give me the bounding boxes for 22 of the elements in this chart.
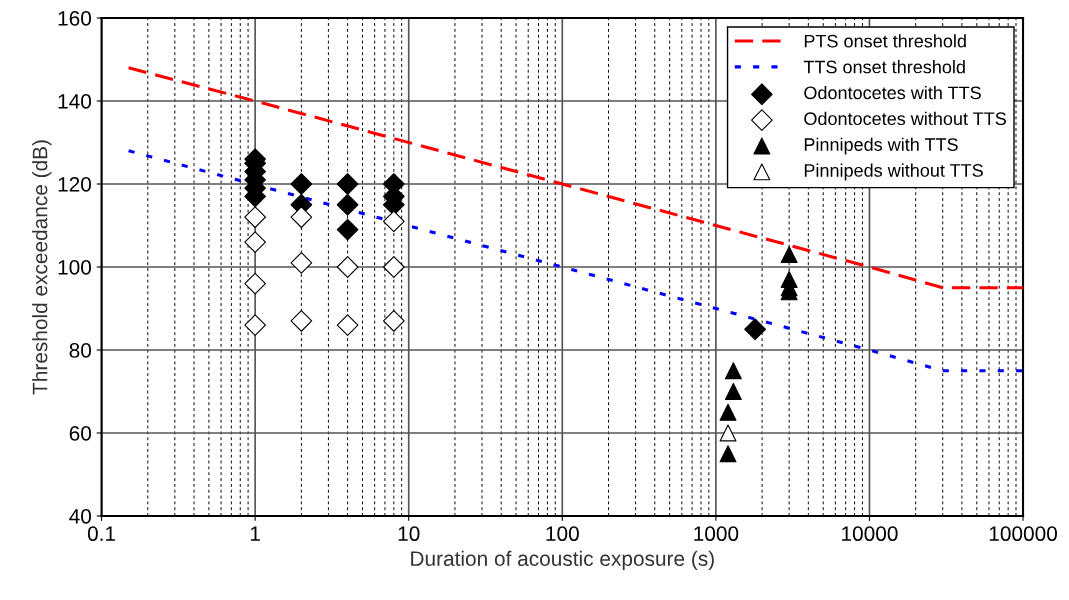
y-tick-label: 160 (58, 11, 92, 26)
x-tick-label: 1 (250, 526, 260, 541)
y-tick-label: 80 (69, 343, 92, 358)
legend-label: PTS onset threshold (804, 34, 966, 48)
y-tick-label: 120 (58, 177, 92, 192)
x-tick-label: 0.1 (87, 526, 116, 542)
x-tick-label: 100 (546, 526, 579, 542)
y-axis-title: Threshold exceedance (dB) (32, 140, 52, 395)
y-tick-label: 40 (69, 509, 92, 524)
x-tick-label: 10 (398, 526, 420, 542)
y-tick-label: 140 (58, 94, 92, 109)
legend-label: Pinnipeds with TTS (804, 137, 958, 155)
x-tick-label: 1000 (694, 526, 739, 542)
x-tick-label: 10000 (842, 526, 898, 542)
legend-label: Odontocetes with TTS (804, 85, 981, 100)
legend-label: TTS onset threshold (803, 60, 965, 74)
y-tick-label: 100 (58, 260, 92, 275)
legend-label: Odontocetes without TTS (804, 111, 1006, 126)
legend-label: Pinnipeds without TTS (804, 163, 983, 181)
x-tick-label: 100000 (989, 526, 1057, 542)
x-axis-title: Duration of acoustic exposure (s) (411, 550, 714, 571)
y-tick-label: 60 (69, 426, 92, 441)
